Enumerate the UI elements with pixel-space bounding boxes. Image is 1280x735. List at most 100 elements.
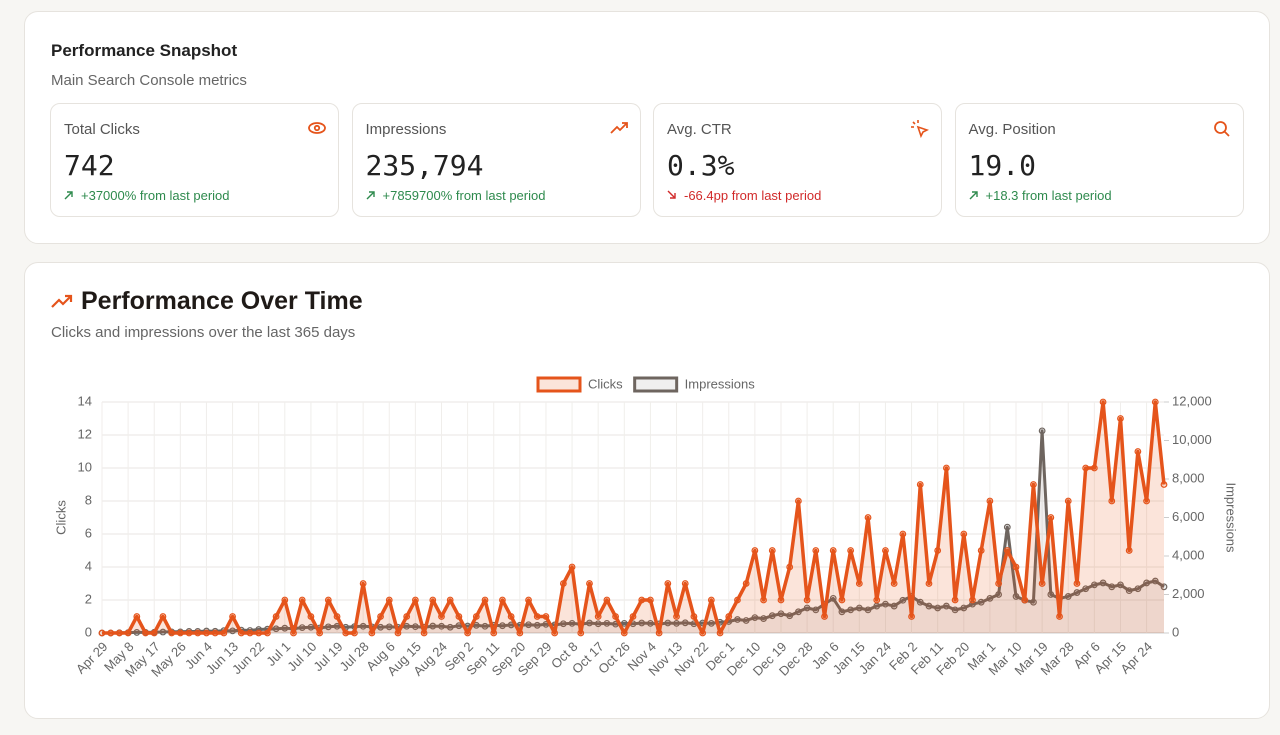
point [1090, 581, 1098, 589]
point [995, 580, 1003, 587]
point [995, 591, 1003, 598]
point [638, 619, 646, 627]
point [603, 619, 611, 627]
point [986, 497, 994, 505]
point [1003, 523, 1011, 531]
point [855, 580, 863, 587]
point [446, 596, 454, 604]
point [1108, 583, 1116, 591]
point [481, 596, 489, 604]
point [942, 464, 950, 472]
kpi-icon [1213, 121, 1230, 137]
y-tick-label: 8 [85, 492, 92, 507]
point [333, 622, 341, 630]
point [1021, 596, 1029, 604]
point [1012, 563, 1020, 571]
point [882, 547, 889, 554]
point [864, 514, 872, 521]
kpi-value: 19.0 [968, 149, 1036, 182]
point [429, 622, 437, 630]
trend-icon [51, 294, 73, 308]
point [786, 612, 794, 620]
point [316, 629, 324, 637]
kpi-card: Avg. CTR 0.3% -66.4pp from last period [653, 103, 942, 217]
point [263, 629, 271, 637]
y-tick-label: 4 [85, 558, 92, 573]
point [925, 580, 933, 587]
x-tick-label: Apr 29 [73, 639, 111, 677]
area-fill [102, 402, 1164, 633]
kpi-icon [308, 122, 326, 134]
point [281, 624, 289, 632]
point [594, 613, 602, 620]
point [464, 629, 472, 637]
point [673, 613, 680, 620]
point [899, 596, 907, 604]
point [385, 623, 393, 631]
point [951, 606, 959, 614]
point [429, 596, 437, 604]
point [1030, 598, 1037, 606]
point [1117, 415, 1124, 422]
x-tick-label: Jul 10 [284, 639, 319, 674]
y-tick-label: 0 [85, 624, 92, 639]
point [168, 629, 176, 637]
point [620, 629, 628, 637]
point [908, 613, 915, 620]
kpi-label: Impressions [365, 121, 447, 138]
point [664, 619, 672, 627]
point [707, 619, 715, 627]
point [594, 620, 602, 628]
point [1064, 497, 1072, 505]
point [359, 580, 367, 587]
point [786, 563, 794, 571]
point [647, 596, 654, 604]
point [1073, 580, 1081, 587]
point [368, 629, 376, 637]
point [1099, 398, 1107, 406]
point [734, 596, 741, 604]
point [873, 596, 881, 604]
point [1047, 514, 1055, 521]
point [351, 629, 358, 637]
kpi-card: Impressions 235,794 +7859700% from last pe… [351, 103, 641, 217]
point [777, 596, 785, 604]
point [1160, 583, 1168, 591]
point [681, 619, 689, 627]
point [742, 617, 750, 624]
point [525, 621, 532, 629]
point [385, 596, 393, 604]
point [307, 623, 315, 631]
point [116, 629, 123, 637]
chart-card: Performance Over Time Clicks and impress… [24, 262, 1270, 719]
point [324, 596, 332, 604]
point [673, 619, 680, 627]
point [411, 623, 419, 631]
point [916, 481, 924, 488]
point [916, 598, 924, 606]
point [142, 629, 149, 637]
point [255, 629, 263, 637]
point [298, 596, 306, 604]
y-tick-label: 2 [85, 591, 92, 606]
point [342, 629, 350, 637]
point [986, 594, 994, 602]
kpi-label: Total Clicks [64, 121, 140, 138]
y2-tick-label: 0 [1172, 624, 1179, 639]
y-tick-label: 6 [85, 525, 92, 540]
point [176, 629, 184, 637]
point [629, 613, 637, 620]
point [559, 580, 567, 587]
point [577, 629, 585, 637]
trend-arrow [366, 191, 375, 200]
point [1160, 481, 1168, 488]
point [307, 613, 315, 620]
point [794, 608, 802, 616]
kpi-label: Avg. CTR [667, 121, 732, 138]
kpi-icon [609, 122, 628, 134]
kpi-change: +18.3 from last period [985, 188, 1112, 203]
point [377, 623, 384, 631]
point [359, 622, 367, 630]
